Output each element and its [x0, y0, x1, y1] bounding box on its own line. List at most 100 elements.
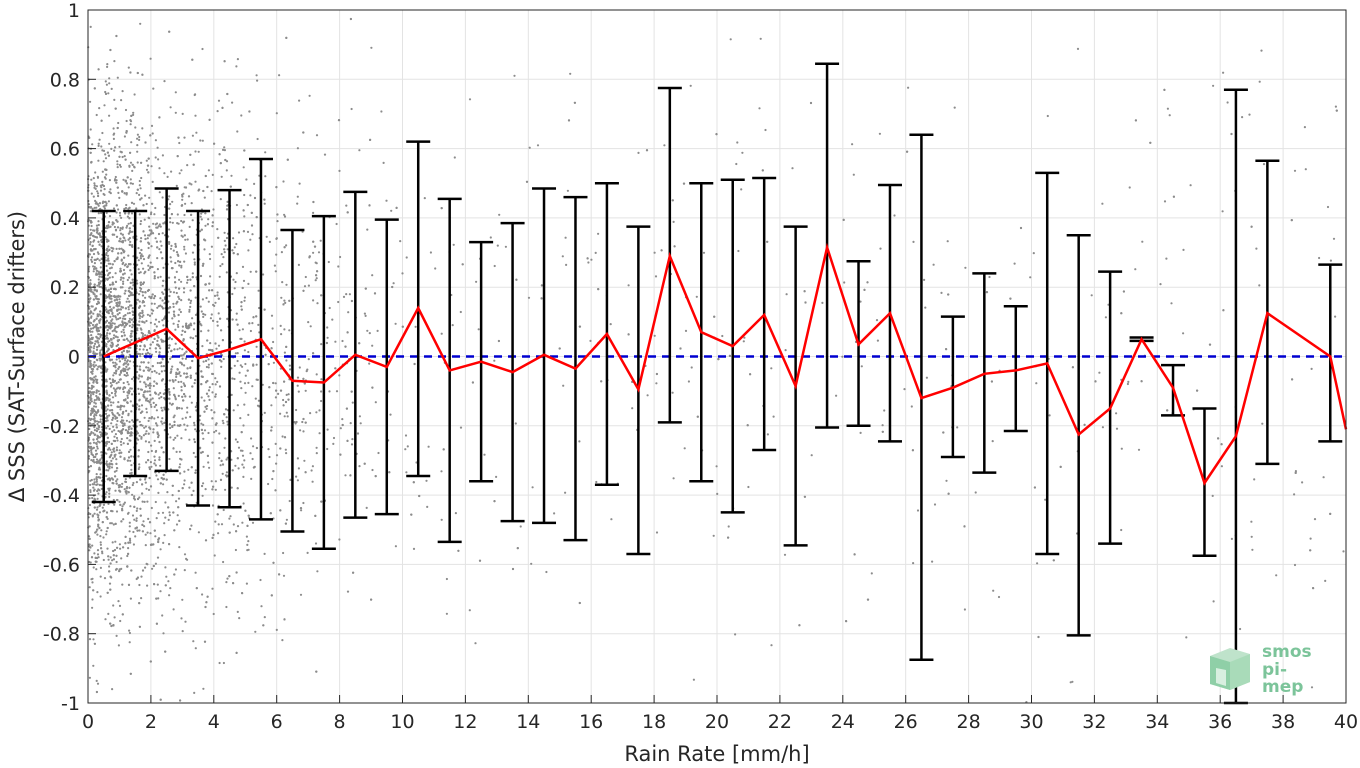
scatter-point	[109, 283, 112, 286]
scatter-point	[206, 404, 209, 408]
scatter-point	[122, 268, 126, 272]
scatter-point	[272, 340, 275, 344]
scatter-point	[242, 475, 245, 478]
scatter-point	[115, 219, 118, 222]
scatter-point	[956, 426, 959, 429]
scatter-point	[351, 438, 354, 441]
scatter-point	[211, 350, 214, 353]
scatter-point	[162, 292, 165, 295]
scatter-point	[99, 420, 102, 423]
scatter-point	[92, 441, 96, 444]
scatter-point	[287, 393, 290, 396]
scatter-point	[153, 459, 157, 462]
scatter-point	[140, 237, 143, 240]
scatter-point	[132, 543, 135, 546]
scatter-point	[170, 338, 173, 341]
scatter-point	[91, 409, 94, 412]
scatter-point	[113, 455, 116, 458]
scatter-point	[195, 587, 198, 590]
scatter-point	[112, 401, 115, 404]
scatter-point	[240, 337, 243, 340]
scatter-point	[945, 348, 948, 351]
scatter-point	[113, 329, 116, 332]
scatter-point	[96, 682, 100, 685]
scatter-point	[180, 234, 183, 237]
scatter-point	[187, 327, 190, 330]
scatter-point	[168, 228, 171, 231]
scatter-point	[350, 299, 353, 303]
scatter-point	[110, 442, 113, 445]
scatter-point	[172, 438, 175, 441]
scatter-point	[96, 368, 99, 371]
scatter-point	[536, 144, 540, 147]
scatter-point	[153, 380, 156, 383]
scatter-point	[248, 110, 251, 113]
scatter-point	[122, 273, 125, 276]
scatter-point	[176, 406, 179, 409]
scatter-point	[124, 480, 128, 484]
scatter-point	[144, 141, 147, 144]
scatter-point	[138, 317, 141, 320]
scatter-point	[138, 271, 141, 275]
scatter-point	[160, 476, 163, 480]
scatter-point	[146, 289, 150, 292]
scatter-point	[113, 60, 116, 63]
scatter-point	[246, 369, 249, 372]
scatter-point	[1294, 470, 1297, 473]
scatter-point	[925, 376, 929, 379]
scatter-point	[562, 384, 565, 387]
scatter-point	[129, 360, 132, 363]
scatter-point	[245, 582, 248, 585]
scatter-point	[210, 480, 213, 483]
scatter-point	[88, 307, 91, 310]
scatter-point	[341, 339, 344, 343]
scatter-point	[1324, 579, 1327, 583]
scatter-point	[130, 332, 133, 335]
scatter-point	[130, 410, 133, 413]
scatter-point	[164, 650, 167, 653]
scatter-point	[130, 427, 133, 430]
scatter-point	[169, 357, 172, 360]
scatter-point	[105, 168, 108, 171]
scatter-point	[440, 332, 443, 335]
scatter-point	[102, 149, 106, 152]
scatter-point	[109, 556, 112, 559]
scatter-point	[178, 141, 181, 145]
scatter-point	[121, 482, 124, 485]
scatter-point	[124, 289, 127, 292]
scatter-point	[135, 481, 138, 484]
scatter-point	[115, 567, 118, 571]
scatter-point	[105, 380, 108, 383]
scatter-point	[155, 597, 158, 600]
scatter-point	[109, 522, 112, 525]
scatter-point	[125, 131, 128, 134]
scatter-point	[194, 150, 197, 153]
scatter-point	[1134, 119, 1137, 122]
scatter-point	[1071, 680, 1074, 683]
scatter-point	[173, 276, 177, 279]
scatter-point	[135, 517, 138, 520]
scatter-point	[370, 598, 373, 601]
scatter-point	[923, 278, 926, 281]
scatter-point	[423, 197, 426, 200]
scatter-point	[241, 521, 244, 524]
scatter-point	[513, 74, 516, 77]
scatter-point	[101, 131, 104, 135]
scatter-point	[97, 492, 100, 495]
scatter-point	[139, 222, 142, 226]
scatter-point	[123, 326, 126, 329]
scatter-point	[174, 281, 177, 284]
scatter-point	[953, 106, 956, 109]
scatter-point	[225, 581, 228, 584]
scatter-point	[157, 225, 160, 228]
scatter-point	[180, 169, 183, 172]
scatter-point	[190, 493, 193, 497]
scatter-point	[151, 312, 154, 315]
scatter-point	[784, 349, 787, 352]
scatter-point	[175, 450, 178, 453]
scatter-point	[223, 413, 226, 416]
scatter-point	[172, 387, 175, 390]
scatter-point	[296, 376, 300, 379]
scatter-point	[175, 523, 179, 526]
scatter-point	[124, 158, 127, 161]
